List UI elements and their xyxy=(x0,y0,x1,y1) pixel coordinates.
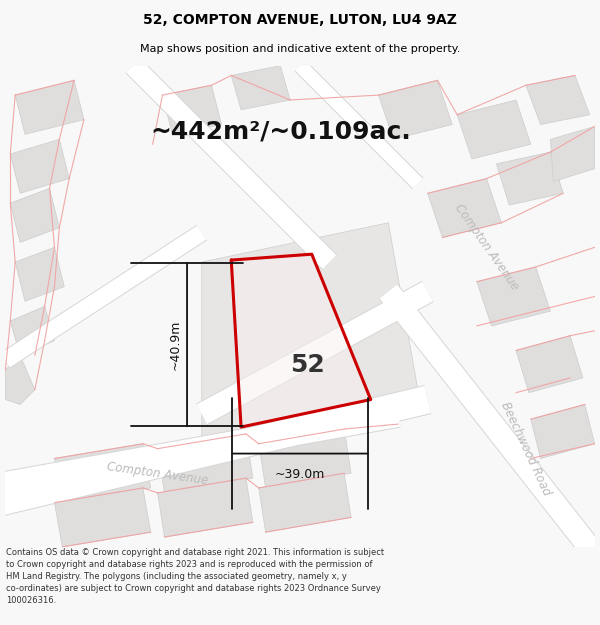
Polygon shape xyxy=(163,85,221,134)
Text: Contains OS data © Crown copyright and database right 2021. This information is : Contains OS data © Crown copyright and d… xyxy=(6,549,384,604)
Polygon shape xyxy=(10,188,59,242)
Polygon shape xyxy=(477,267,550,326)
Polygon shape xyxy=(231,66,290,110)
Polygon shape xyxy=(15,248,64,301)
Polygon shape xyxy=(202,222,418,439)
Polygon shape xyxy=(158,434,253,493)
Text: ~40.9m: ~40.9m xyxy=(168,319,181,370)
Polygon shape xyxy=(516,336,583,392)
Polygon shape xyxy=(158,478,253,537)
Text: Compton Avenue: Compton Avenue xyxy=(106,459,209,487)
Text: 52: 52 xyxy=(290,353,325,377)
Text: ~442m²/~0.109ac.: ~442m²/~0.109ac. xyxy=(151,119,412,144)
Polygon shape xyxy=(550,126,595,181)
Polygon shape xyxy=(259,429,351,488)
Text: ~39.0m: ~39.0m xyxy=(275,468,325,481)
Polygon shape xyxy=(5,356,35,404)
Polygon shape xyxy=(259,473,351,532)
Polygon shape xyxy=(10,306,55,356)
Polygon shape xyxy=(526,76,590,124)
Polygon shape xyxy=(231,254,371,427)
Polygon shape xyxy=(10,139,69,193)
Polygon shape xyxy=(428,179,502,238)
Text: Map shows position and indicative extent of the property.: Map shows position and indicative extent… xyxy=(140,44,460,54)
Text: 52, COMPTON AVENUE, LUTON, LU4 9AZ: 52, COMPTON AVENUE, LUTON, LU4 9AZ xyxy=(143,12,457,27)
Polygon shape xyxy=(55,488,151,547)
Polygon shape xyxy=(457,100,531,159)
Text: Beechwood Road: Beechwood Road xyxy=(499,400,553,498)
Polygon shape xyxy=(531,404,595,459)
Polygon shape xyxy=(496,152,563,205)
Polygon shape xyxy=(379,81,452,139)
Polygon shape xyxy=(15,81,84,134)
Text: Compton Avenue: Compton Avenue xyxy=(452,202,521,293)
Polygon shape xyxy=(55,444,151,503)
